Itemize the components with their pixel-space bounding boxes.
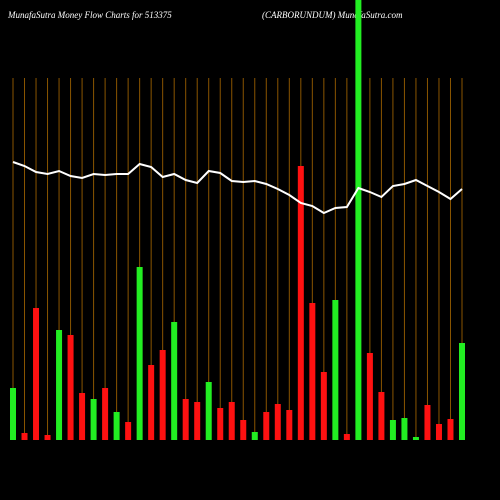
bar — [401, 418, 408, 440]
bar — [44, 435, 51, 440]
bar — [274, 404, 281, 440]
bar — [56, 330, 63, 440]
bar — [343, 434, 350, 440]
chart-title: MunafaSutra Money Flow Charts for 513375 — [7, 10, 172, 20]
bar — [286, 410, 293, 440]
bar — [90, 399, 97, 440]
bar — [309, 303, 316, 440]
bar — [205, 382, 212, 440]
bar — [33, 308, 40, 440]
bar — [320, 372, 327, 440]
bar — [217, 408, 224, 440]
bar — [148, 365, 155, 440]
bar — [251, 432, 258, 440]
bar — [159, 350, 166, 440]
bar — [228, 402, 235, 440]
chart-subtitle: (CARBORUNDUM) MunafaSutra.com — [262, 10, 403, 20]
bar — [113, 412, 120, 440]
bar — [435, 424, 442, 440]
bar — [263, 412, 270, 440]
bar — [355, 0, 362, 440]
bar — [10, 388, 16, 440]
bar — [171, 322, 178, 440]
bar — [424, 405, 431, 440]
bar — [332, 300, 339, 440]
bar — [459, 343, 465, 440]
bar — [389, 420, 396, 440]
bar — [366, 353, 373, 440]
bar — [125, 422, 132, 440]
bar — [194, 402, 201, 440]
bar — [240, 420, 247, 440]
bar — [79, 393, 86, 440]
bar — [67, 335, 74, 440]
bar — [136, 267, 143, 440]
bar — [21, 433, 28, 440]
money-flow-line — [12, 161, 463, 215]
bar — [447, 419, 454, 440]
bar — [297, 166, 304, 440]
bar — [378, 392, 385, 440]
bar — [182, 399, 189, 440]
bar — [412, 437, 419, 440]
bar — [102, 388, 109, 440]
